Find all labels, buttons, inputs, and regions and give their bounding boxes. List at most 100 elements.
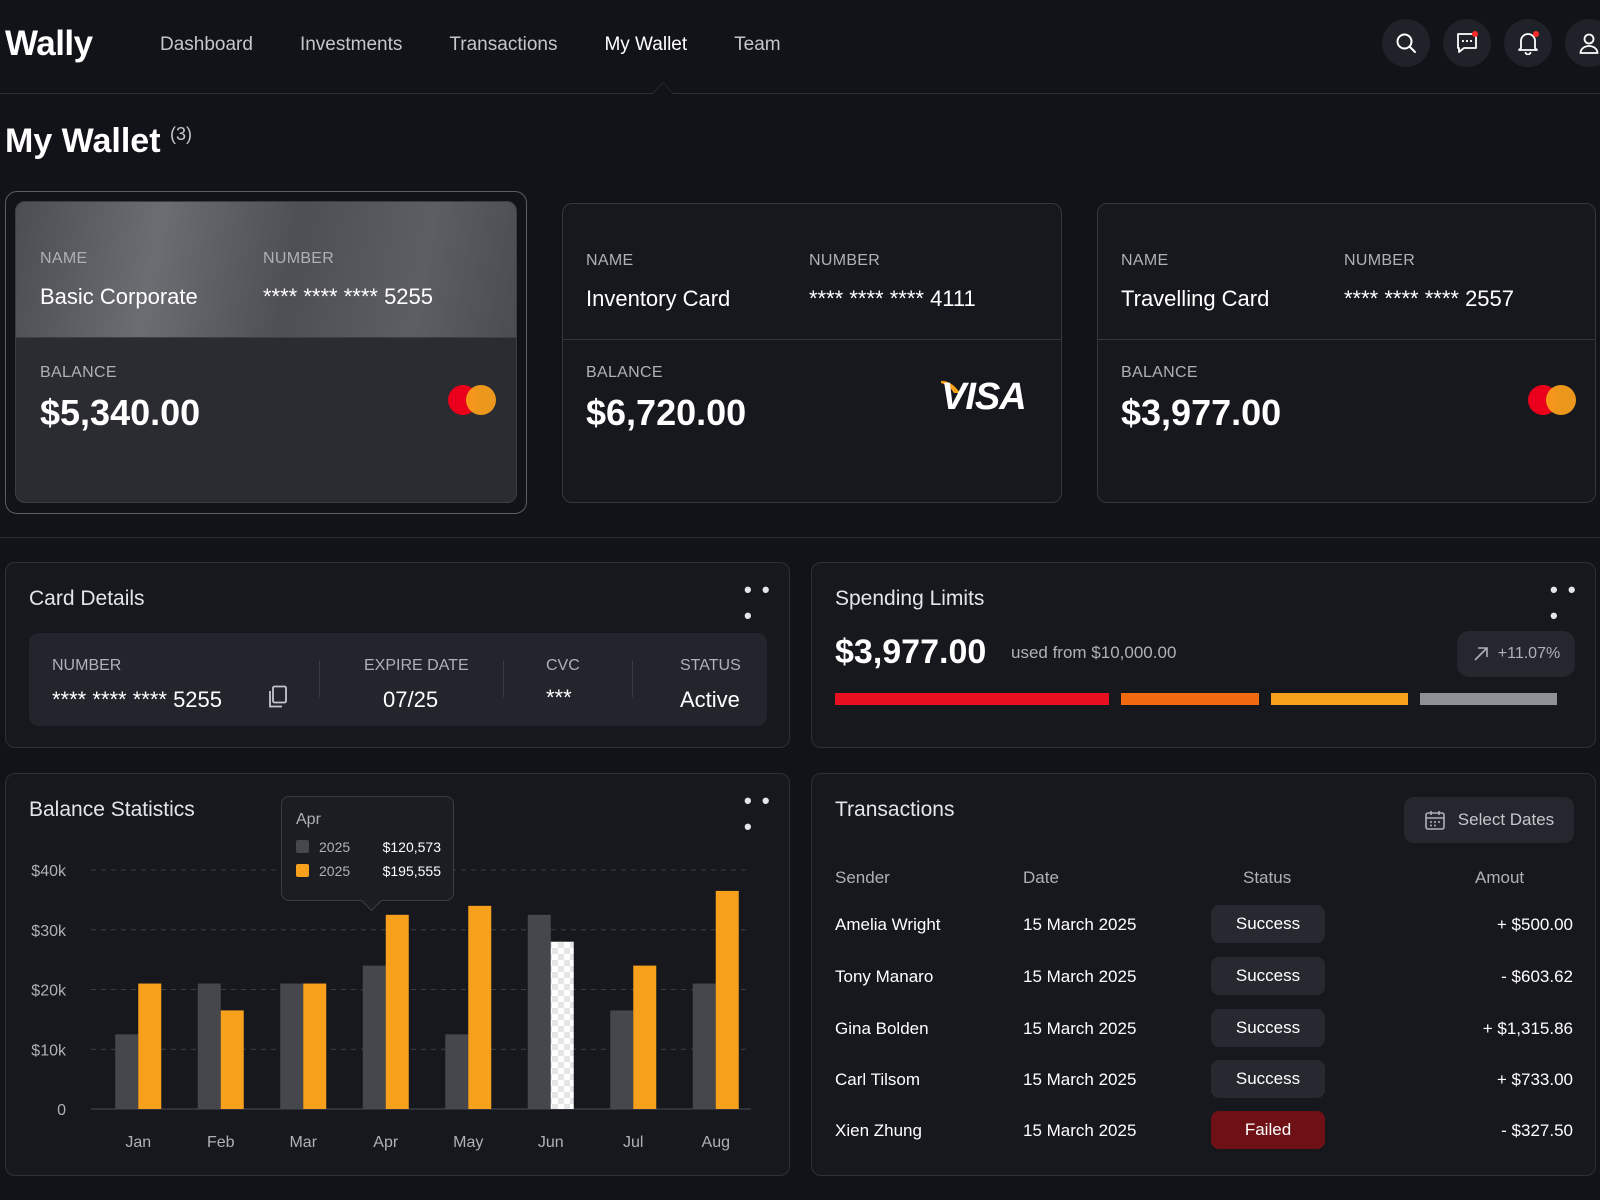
nav-item-my-wallet[interactable]: My Wallet: [604, 34, 688, 55]
user-icon: [1579, 33, 1599, 54]
spending-amount: $3,977.00: [835, 633, 987, 671]
status-badge: Success: [1211, 1060, 1325, 1098]
card-number-label: NUMBER: [809, 252, 881, 269]
card-name-label: NAME: [586, 252, 634, 269]
bell-icon: [1518, 33, 1538, 55]
search-button[interactable]: [1382, 19, 1430, 67]
copy-icon[interactable]: [267, 685, 289, 709]
column-header-date[interactable]: Date: [1023, 868, 1059, 887]
transaction-date: 15 March 2025: [1023, 967, 1137, 986]
bar-may-s1: [468, 905, 492, 1109]
transaction-date: 15 March 2025: [1023, 1019, 1137, 1038]
arrow-up-right-icon: [1474, 647, 1488, 661]
nav-item-dashboard[interactable]: Dashboard: [160, 34, 253, 55]
column-header-amount[interactable]: Amout: [1475, 868, 1525, 887]
visa-swoosh-icon: [941, 380, 960, 393]
x-tick-label: Jul: [623, 1134, 643, 1151]
profile-button[interactable]: [1565, 19, 1600, 67]
spending-more-button[interactable]: • • •: [1550, 577, 1578, 628]
selected-card-outline: [5, 191, 527, 514]
x-tick-label: Aug: [702, 1134, 730, 1151]
column-header-sender[interactable]: Sender: [835, 868, 890, 887]
mastercard-logo-icon: [448, 385, 496, 415]
spending-segment-3: [1419, 693, 1557, 705]
card-number-label: NUMBER: [263, 250, 335, 267]
messages-button[interactable]: [1443, 19, 1491, 67]
detail-status: Active: [680, 687, 740, 712]
detail-number-label: NUMBER: [52, 657, 122, 674]
unread-dot: [1533, 31, 1539, 37]
calendar-icon: [1424, 811, 1445, 830]
card-balance-label: BALANCE: [1121, 364, 1198, 381]
detail-number: **** **** **** 5255: [52, 687, 223, 712]
sender-name: Gina Bolden: [835, 1019, 929, 1038]
bar-feb-s1: [220, 1010, 244, 1109]
transaction-date: 15 March 2025: [1023, 915, 1137, 934]
card-header: NAME NUMBER Travelling Card **** **** **…: [1098, 204, 1595, 340]
y-tick-label: $40k: [31, 863, 67, 880]
spending-used-text: used from $10,000.00: [1011, 643, 1177, 662]
nav-item-transactions[interactable]: Transactions: [449, 34, 558, 55]
page-title: My Wallet: [5, 122, 161, 160]
bar-apr-s1: [385, 914, 409, 1109]
wallet-card-basic-corporate[interactable]: NAME NUMBER Basic Corporate **** **** **…: [15, 201, 517, 503]
detail-cvc-label: CVC: [546, 657, 580, 674]
spending-segment-0: [835, 693, 1110, 705]
tooltip-row: 2025: [296, 863, 350, 879]
unread-dot: [1472, 31, 1478, 37]
x-tick-label: Apr: [373, 1134, 399, 1151]
tooltip-series-label: 2025: [319, 839, 351, 855]
wallet-card-inventory[interactable]: NAME NUMBER Inventory Card **** **** ***…: [562, 203, 1062, 503]
card-number-label: NUMBER: [1344, 252, 1416, 269]
transaction-amount: - $603.62: [1501, 967, 1573, 986]
y-tick-label: 0: [57, 1102, 66, 1119]
detail-status-label: STATUS: [680, 657, 741, 674]
transaction-amount: + $733.00: [1496, 1070, 1573, 1089]
sender-name: Amelia Wright: [835, 915, 941, 934]
status-badge: Success: [1211, 905, 1325, 943]
nav-item-investments[interactable]: Investments: [299, 34, 403, 55]
spending-change: +11.07%: [1497, 645, 1561, 662]
status-badge: Success: [1211, 1009, 1325, 1047]
card-number: **** **** **** 5255: [263, 284, 434, 309]
column-header-status[interactable]: Status: [1243, 868, 1292, 887]
app-logo[interactable]: Wally: [5, 24, 93, 63]
tooltip-value: $195,555: [382, 863, 441, 879]
detail-separator: [319, 661, 320, 697]
transactions-panel: Transactions Select Dates Sender Date St…: [811, 773, 1596, 1176]
select-dates-button[interactable]: Select Dates: [1404, 797, 1574, 843]
bar-mar-s0: [280, 983, 304, 1109]
card-number: **** **** **** 4111: [809, 286, 976, 311]
card-balance: $5,340.00: [40, 392, 201, 433]
card-name: Inventory Card: [586, 286, 731, 311]
x-tick-label: Jun: [538, 1134, 564, 1151]
balance-more-button[interactable]: • • •: [744, 788, 772, 839]
y-tick-label: $20k: [31, 983, 67, 1000]
bar-jan-s1: [138, 983, 162, 1109]
bar-mar-s1: [303, 983, 327, 1109]
card-header: NAME NUMBER Inventory Card **** **** ***…: [563, 204, 1061, 340]
nav-item-team[interactable]: Team: [734, 34, 781, 55]
spending-segment-1: [1121, 693, 1259, 705]
card-details-more-button[interactable]: • • •: [744, 577, 772, 628]
section-divider: [0, 537, 1600, 538]
x-tick-label: Jan: [125, 1134, 151, 1151]
tooltip-series-label: 2025: [319, 863, 351, 879]
bar-feb-s0: [197, 983, 221, 1109]
notifications-button[interactable]: [1504, 19, 1552, 67]
detail-separator: [632, 661, 633, 697]
legend-swatch-orange: [296, 864, 309, 877]
tooltip-value: $120,573: [382, 839, 441, 855]
main-nav: Dashboard Investments Transactions My Wa…: [160, 34, 828, 56]
legend-swatch-gray: [296, 840, 309, 853]
select-dates-label: Select Dates: [1457, 810, 1555, 829]
x-tick-label: Feb: [207, 1134, 235, 1151]
card-details-panel: Card Details • • • NUMBER **** **** ****…: [5, 562, 790, 748]
sender-name: Xien Zhung: [835, 1121, 922, 1140]
wallet-card-travelling[interactable]: NAME NUMBER Travelling Card **** **** **…: [1097, 203, 1596, 503]
spending-limits-panel: Spending Limits • • • $3,977.00 used fro…: [811, 562, 1596, 748]
card-details-box: NUMBER **** **** **** 5255 EXPIRE DATE 0…: [29, 633, 767, 726]
tooltip-month: Apr: [296, 811, 321, 828]
spending-change-pill[interactable]: +11.07%: [1457, 631, 1575, 677]
spending-limits-title: Spending Limits: [835, 587, 985, 610]
